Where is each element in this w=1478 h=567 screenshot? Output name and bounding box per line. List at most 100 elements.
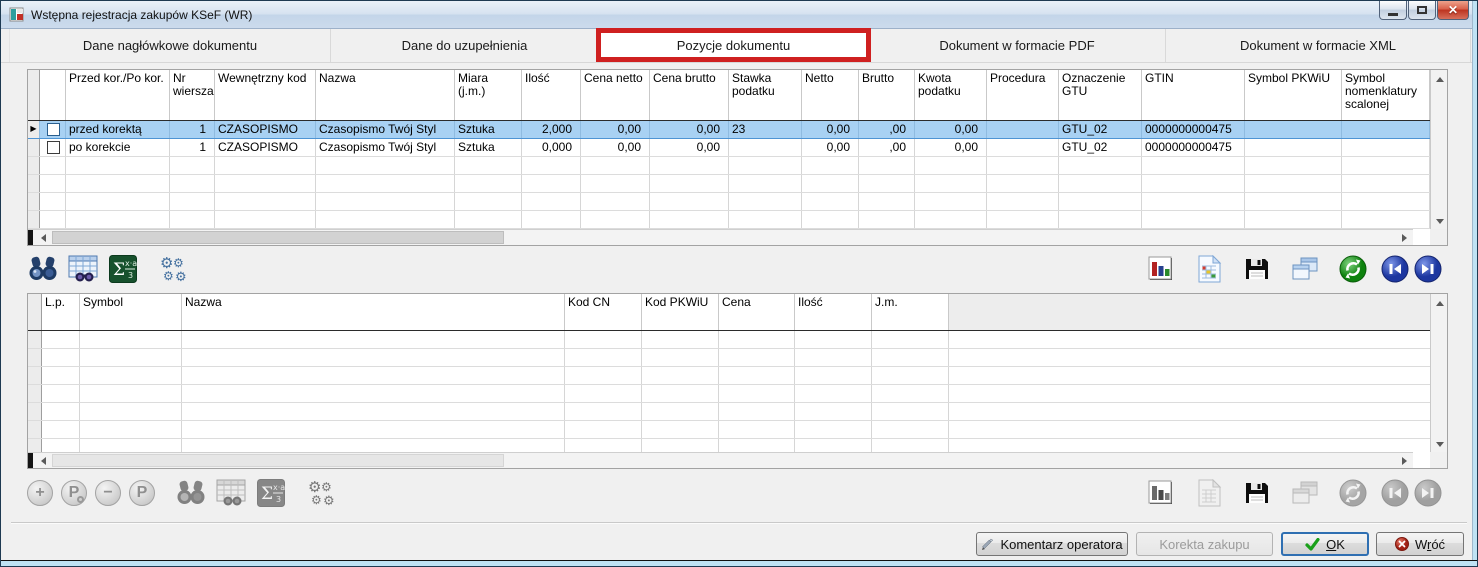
table-row[interactable]: ▶ przed korektą 1 CZASOPISMO Czasopismo Twój… [28, 121, 1430, 139]
empty-row[interactable] [28, 367, 1430, 385]
tab-dokument-pdf[interactable]: Dokument w formacie PDF [869, 29, 1166, 62]
cell[interactable] [1342, 121, 1430, 138]
cell[interactable]: 0,00 [650, 121, 729, 138]
search-icon[interactable] [27, 254, 59, 284]
column-header[interactable]: Brutto [859, 70, 915, 120]
cell[interactable] [987, 121, 1059, 138]
maximize-button[interactable] [1408, 1, 1436, 20]
cell[interactable]: 0,00 [581, 139, 650, 156]
cell[interactable] [1342, 139, 1430, 156]
remove-icon[interactable]: − [95, 480, 121, 506]
column-header[interactable]: Kod PKWiU [642, 294, 719, 330]
tab-dane-naglowkowe[interactable]: Dane nagłówkowe dokumentu [9, 29, 331, 62]
column-header[interactable]: J.m. [872, 294, 949, 330]
sum-icon[interactable]: Σ x·a 3 [107, 254, 139, 284]
column-header[interactable]: Symbol PKWiU [1245, 70, 1342, 120]
column-header[interactable]: Ilość [795, 294, 872, 330]
column-header[interactable]: Oznaczenie GTU [1059, 70, 1142, 120]
scroll-left-button[interactable] [34, 453, 51, 468]
cell[interactable] [1245, 121, 1342, 138]
save-icon[interactable] [1241, 254, 1273, 284]
sum-icon[interactable]: Σ x·a 3 [255, 478, 287, 508]
empty-row[interactable] [28, 331, 1430, 349]
column-header[interactable]: Kwota podatku [915, 70, 987, 120]
column-header[interactable]: Stawka podatku [729, 70, 802, 120]
price-icon[interactable]: P [129, 480, 155, 506]
column-header[interactable]: Cena [719, 294, 795, 330]
vertical-scrollbar[interactable] [1430, 70, 1447, 229]
column-header[interactable]: Nazwa [182, 294, 565, 330]
table-search-icon[interactable] [67, 254, 99, 284]
column-header[interactable]: Cena brutto [650, 70, 729, 120]
title-bar[interactable]: Wstępna rejestracja zakupów KSeF (WR) ✕ [1, 1, 1477, 29]
save-icon[interactable] [1241, 478, 1273, 508]
minimize-button[interactable] [1379, 1, 1407, 20]
column-header[interactable]: Kod CN [565, 294, 642, 330]
back-button[interactable]: Wróć [1376, 532, 1464, 556]
cell[interactable]: ,00 [859, 121, 915, 138]
scroll-right-button[interactable] [1396, 230, 1413, 245]
cell[interactable]: 0,000 [522, 139, 581, 156]
close-button[interactable]: ✕ [1437, 1, 1469, 20]
column-header[interactable]: Procedura [987, 70, 1059, 120]
scrollbar-thumb[interactable] [52, 231, 504, 244]
copy-icon[interactable] [1289, 478, 1321, 508]
spreadsheet-icon[interactable] [1193, 478, 1225, 508]
copy-icon[interactable] [1289, 254, 1321, 284]
empty-row[interactable] [28, 349, 1430, 367]
column-header[interactable]: Nr wiersza [170, 70, 215, 120]
settings-icon[interactable]: ⚙ ⚙ ⚙ ⚙ [159, 254, 191, 284]
column-header[interactable]: L.p. [42, 294, 80, 330]
tab-pozycje-dokumentu[interactable]: Pozycje dokumentu [599, 29, 869, 62]
cell[interactable]: Sztuka [455, 121, 522, 138]
table-row[interactable]: po korekcie 1 CZASOPISMO Czasopismo Twój St… [28, 139, 1430, 157]
ok-button[interactable]: OK [1281, 532, 1369, 556]
spreadsheet-icon[interactable] [1193, 254, 1225, 284]
column-header[interactable]: Wewnętrzny kod [215, 70, 316, 120]
cell[interactable]: 0,00 [802, 121, 859, 138]
scroll-down-button[interactable] [1431, 437, 1448, 452]
cell[interactable]: 23 [729, 121, 802, 138]
empty-row[interactable] [28, 439, 1430, 452]
cell[interactable]: 1 [170, 121, 215, 138]
cell[interactable] [1245, 139, 1342, 156]
cell[interactable]: 0,00 [581, 121, 650, 138]
cell[interactable]: GTU_02 [1059, 139, 1142, 156]
vertical-scrollbar[interactable] [1430, 294, 1447, 452]
cell[interactable]: CZASOPISMO [215, 139, 316, 156]
column-header[interactable]: Ilość [522, 70, 581, 120]
cell[interactable]: 0,00 [650, 139, 729, 156]
horizontal-scrollbar[interactable] [28, 452, 1413, 468]
nav-last-icon[interactable] [1412, 254, 1444, 284]
empty-row[interactable] [28, 193, 1430, 211]
row-checkbox[interactable] [47, 141, 60, 154]
cell[interactable] [729, 139, 802, 156]
cell[interactable]: Czasopismo Twój Styl [316, 121, 455, 138]
column-header[interactable]: Cena netto [581, 70, 650, 120]
scroll-up-button[interactable] [1431, 71, 1448, 86]
operator-comment-button[interactable]: Komentarz operatora [976, 532, 1128, 556]
row-checkbox[interactable] [47, 123, 60, 136]
refresh-icon[interactable] [1337, 478, 1369, 508]
cell[interactable]: 0000000000475 [1142, 121, 1245, 138]
column-header[interactable]: Miara (j.m.) [455, 70, 522, 120]
search-icon[interactable] [175, 478, 207, 508]
empty-row[interactable] [28, 157, 1430, 175]
add-icon[interactable]: + [27, 480, 53, 506]
cell[interactable]: 0,00 [915, 121, 987, 138]
empty-row[interactable] [28, 403, 1430, 421]
cell[interactable]: przed korektą [66, 121, 170, 138]
column-header[interactable]: Nazwa [316, 70, 455, 120]
cell[interactable]: po korekcie [66, 139, 170, 156]
cell[interactable] [987, 139, 1059, 156]
find-icon[interactable]: P [61, 480, 87, 506]
column-header[interactable]: Symbol [80, 294, 182, 330]
chart-icon[interactable] [1145, 254, 1177, 284]
empty-row[interactable] [28, 385, 1430, 403]
empty-row[interactable] [28, 421, 1430, 439]
nav-first-icon[interactable] [1379, 254, 1411, 284]
cell[interactable]: 0,00 [802, 139, 859, 156]
tab-dokument-xml[interactable]: Dokument w formacie XML [1166, 29, 1471, 62]
cell[interactable]: 2,000 [522, 121, 581, 138]
cell[interactable]: 1 [170, 139, 215, 156]
